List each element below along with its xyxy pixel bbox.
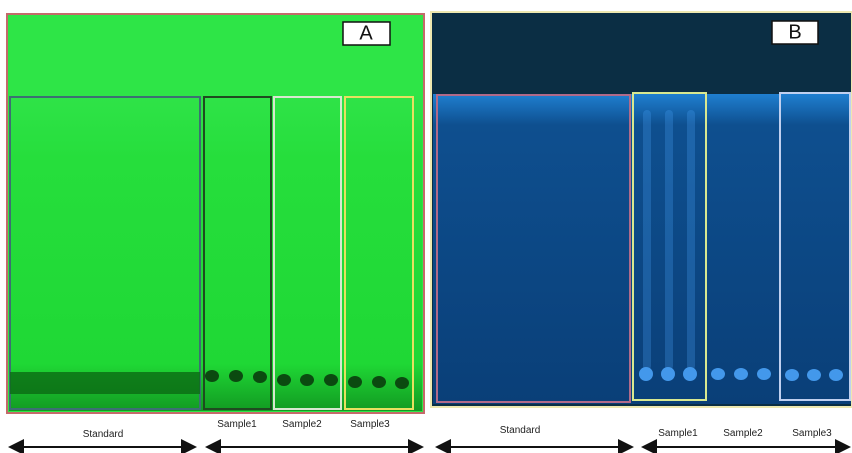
lane-label: Standard [83, 429, 124, 440]
lane-box [344, 96, 414, 410]
spots [639, 110, 843, 381]
lane-label: Sample3 [350, 419, 390, 430]
lane-box [203, 96, 272, 410]
plate-body [9, 96, 422, 411]
lane-label: Sample2 [282, 419, 322, 430]
panel-tag: A [359, 22, 373, 44]
lane-box [436, 94, 631, 403]
lane-label: Standard [500, 425, 541, 436]
panel-b: B Standard Sample1 Sample2 Sample3 [430, 11, 852, 453]
lane-label: Sample2 [723, 428, 763, 439]
lane-label: Sample1 [658, 428, 698, 439]
band [10, 372, 200, 394]
panel-a: A Standard Sample1 Sample2 Sample3 [6, 13, 425, 453]
lane-box [632, 92, 707, 401]
lane-label: Sample3 [792, 428, 832, 439]
lane-box [779, 92, 851, 401]
lane-box [9, 96, 201, 410]
lane-label: Sample1 [217, 419, 257, 430]
panel-tag-box [342, 21, 391, 46]
lane-box [273, 96, 342, 410]
plate-body [433, 94, 851, 404]
panel-tag-box [771, 20, 819, 45]
panel-tag: B [788, 21, 801, 43]
spots [205, 370, 409, 389]
